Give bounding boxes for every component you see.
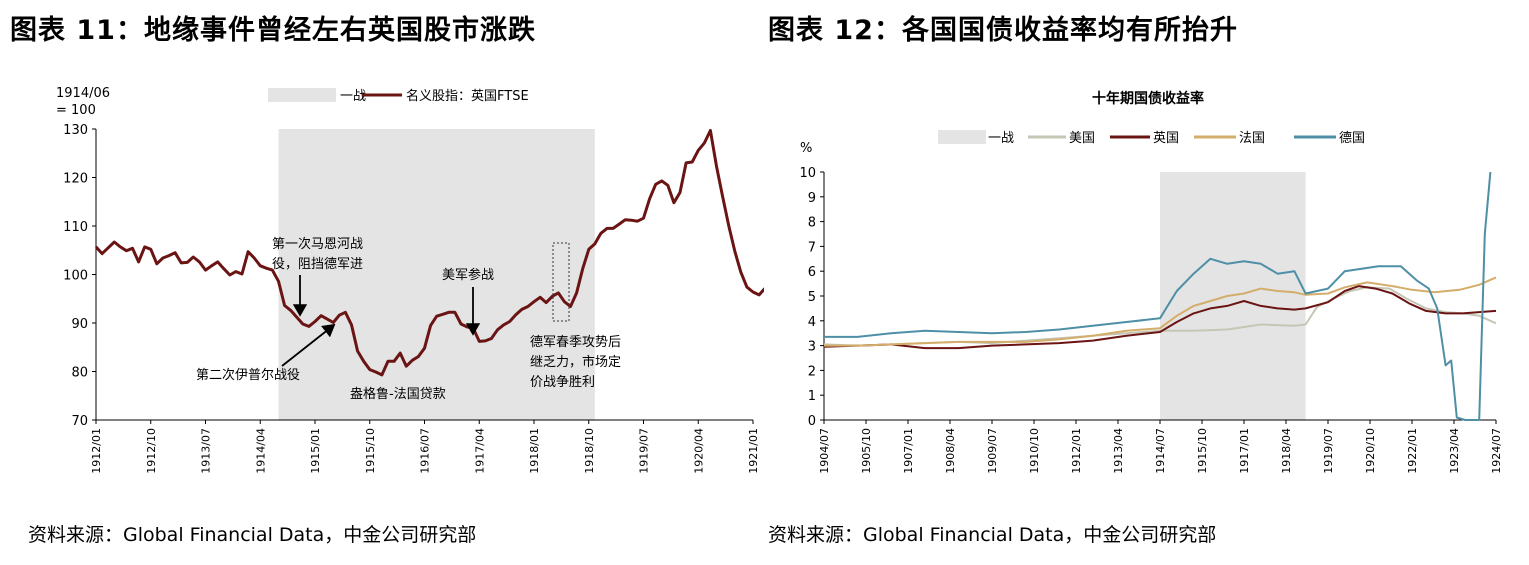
y-tick-label: 90	[71, 317, 88, 332]
x-tick-label: 1910/10	[1028, 428, 1041, 474]
x-tick-label: 1915/10	[1196, 428, 1209, 474]
legend-ww1-label: 一战	[340, 89, 366, 104]
x-tick-label: 1905/10	[860, 428, 873, 474]
y-tick-label: 10	[799, 166, 816, 181]
y-tick-label: 120	[63, 172, 88, 187]
x-tick-label: 1918/01	[528, 428, 541, 474]
y-tick-label: 2	[808, 364, 816, 379]
x-tick-label: 1915/10	[364, 428, 377, 474]
x-tick-label: 1915/01	[309, 428, 322, 474]
chart-title-11: 图表 11：地缘事件曾经左右英国股市涨跌	[10, 15, 536, 46]
y-tick-label: 5	[808, 290, 816, 305]
y-tick-label: 3	[808, 340, 816, 355]
annotation-spring-offensive-box	[552, 242, 570, 322]
annotation-ypres: 第二次伊普尔战役	[196, 323, 336, 383]
x-tick-label: 1913/07	[200, 428, 213, 474]
series-line-0	[94, 129, 764, 377]
annotation-spring-offensive: 德军春季攻势后 继乏力，市场定 价战争胜利	[530, 334, 621, 390]
ftse-chart: 70 80 90 100 110 120 130 1912/01 1912/10 1913/07 1…	[56, 86, 764, 474]
legend-ww1-swatch	[938, 130, 986, 144]
x-tick-label: 1920/04	[692, 428, 705, 474]
series-line-1	[823, 285, 1497, 350]
x-tick-label: 1924/07	[1490, 428, 1503, 474]
legend-us-label: 美国	[1069, 131, 1095, 146]
chart-12-source: 资料来源：Global Financial Data，中金公司研究部	[768, 524, 1217, 546]
x-tick-label: 1913/04	[1112, 428, 1125, 474]
annotation-loan: 盎格鲁-法国贷款	[350, 386, 446, 402]
annotation-us-entry: 美军参战	[442, 267, 494, 336]
x-tick-label: 1917/04	[473, 428, 486, 474]
annotation-marne: 第一次马恩河战 役，阻挡德军进	[272, 236, 363, 317]
x-tick-label: 1908/04	[944, 428, 957, 474]
legend-de-label: 德国	[1339, 131, 1365, 146]
x-tick-label: 1919/07	[1322, 428, 1335, 474]
y-tick-label: 80	[71, 366, 88, 381]
x-tick-label: 1907/01	[902, 428, 915, 474]
x-tick-label: 1923/04	[1448, 428, 1461, 474]
bond-yield-chart: 十年期国债收益率 0 1 2 3 4 5 6 7 8 9 10 1904/07 1905/10 1907/…	[799, 90, 1503, 474]
ww1-shaded-region	[278, 129, 595, 420]
x-tick-label: 1919/07	[638, 428, 651, 474]
x-tick-label: 1914/07	[1154, 428, 1167, 474]
x-tick-label: 1921/01	[747, 428, 760, 474]
x-tick-label: 1918/10	[583, 428, 596, 474]
annotation-spring-offensive-line2: 继乏力，市场定	[530, 354, 621, 370]
legend-ww1-swatch	[268, 88, 336, 102]
y-tick-label: 70	[71, 414, 88, 429]
legend-fr-label: 法国	[1239, 131, 1265, 146]
x-tick-label: 1917/01	[1238, 428, 1251, 474]
legend-ftse-label: 名义股指：英国FTSE	[406, 88, 529, 104]
y-tick-label: 8	[808, 216, 816, 231]
annotation-spring-offensive-line3: 价战争胜利	[530, 375, 595, 390]
y-tick-label: 110	[63, 220, 88, 235]
y-tick-label: 7	[808, 240, 816, 255]
y-tick-label: 1	[808, 389, 816, 404]
x-tick-label: 1916/07	[419, 428, 432, 474]
y-tick-label: 130	[63, 123, 88, 138]
series-line-2	[824, 276, 1497, 347]
y-tick-label: 0	[808, 414, 816, 429]
x-tick-label: 1920/10	[1364, 428, 1377, 474]
x-tick-label: 1912/01	[1070, 428, 1083, 474]
y-tick-label: 9	[808, 191, 816, 206]
x-tick-label: 1912/01	[90, 428, 103, 474]
annotation-ypres-label: 第二次伊普尔战役	[196, 367, 300, 383]
y-tick-label: 6	[808, 265, 816, 280]
annotation-marne-line1: 第一次马恩河战	[272, 236, 363, 252]
chart-title-12: 图表 12：各国国债收益率均有所抬升	[768, 15, 1238, 46]
x-tick-label: 1912/10	[145, 428, 158, 474]
legend-ww1-label: 一战	[988, 131, 1014, 146]
annotation-ypres-arrow	[281, 323, 336, 367]
x-tick-label: 1914/04	[254, 428, 267, 474]
x-tick-label: 1909/07	[986, 428, 999, 474]
annotation-spring-offensive-line1: 德军春季攻势后	[530, 334, 621, 350]
y-unit-label: %	[800, 141, 812, 156]
y-unit-label-line2: = 100	[56, 103, 96, 118]
y-unit-label-line1: 1914/06	[56, 86, 110, 101]
y-tick-label: 4	[808, 315, 816, 330]
chart-11-source: 资料来源：Global Financial Data，中金公司研究部	[28, 524, 477, 546]
chart-12-inner-title: 十年期国债收益率	[1092, 90, 1204, 107]
series-line-3	[824, 171, 1492, 421]
annotation-us-entry-label: 美军参战	[442, 267, 494, 283]
x-tick-label: 1922/01	[1406, 428, 1419, 474]
x-tick-label: 1918/04	[1280, 428, 1293, 474]
annotation-marne-line2: 役，阻挡德军进	[272, 257, 363, 272]
x-tick-label: 1904/07	[818, 428, 831, 474]
y-tick-label: 100	[63, 269, 88, 284]
legend-uk-label: 英国	[1153, 131, 1179, 146]
